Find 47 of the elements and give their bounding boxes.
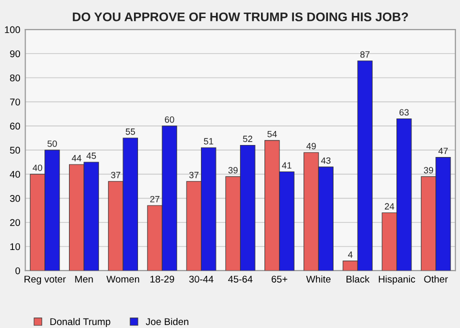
y-tick-label: 100 [4,26,20,34]
y-tick-label: 90 [10,50,20,58]
data-label: 54 [267,130,277,138]
y-tick-label: 80 [10,74,20,82]
x-tick-label: Other [424,275,448,283]
data-label: 51 [204,138,214,144]
data-label: 43 [321,157,331,164]
data-label: 55 [126,128,136,135]
data-label: 39 [228,167,238,174]
data-label: 37 [111,172,120,178]
data-label: 63 [400,109,409,116]
y-tick-label: 30 [10,195,20,202]
x-tick-label: Reg voter [24,276,66,285]
y-tick-label: 40 [10,170,20,178]
data-label: 4 [348,251,353,258]
x-tick-label: Men [75,276,93,283]
y-tick-label: 60 [10,122,20,130]
y-tick-label: 50 [10,146,20,154]
data-label: 24 [384,203,394,210]
data-label: 49 [306,142,316,150]
data-label: 41 [282,162,292,168]
y-tick-label: 0 [15,267,20,274]
data-label: 60 [164,116,174,123]
x-tick-label: Women [106,276,140,283]
legend-label: Joe Biden [146,318,188,326]
y-tick-label: 10 [10,243,20,250]
data-label: 52 [243,136,252,142]
data-label: 40 [32,164,42,171]
data-label: 39 [424,167,434,174]
chart-title: DO YOU APPROVE OF HOW TRUMP IS DOING HIS JOB? [72,12,408,22]
x-tick-label: 18-29 [150,276,174,283]
data-label: 47 [438,148,448,154]
y-tick-label: 20 [10,219,20,226]
data-label: 87 [360,51,370,58]
x-tick-label: 45-64 [228,276,252,283]
x-tick-label: White [306,275,331,283]
data-label: 50 [48,140,57,147]
data-label: 27 [150,196,160,202]
x-tick-label: 30-44 [189,276,214,283]
x-tick-label: Hispanic [378,275,416,285]
data-label: 45 [86,152,96,159]
data-label: 44 [72,155,82,162]
y-tick-label: 70 [10,98,20,106]
x-tick-label: Black [346,275,370,283]
legend-label: Donald Trump [50,318,110,328]
x-tick-label: 65+ [272,276,288,283]
data-label: 37 [189,172,198,178]
